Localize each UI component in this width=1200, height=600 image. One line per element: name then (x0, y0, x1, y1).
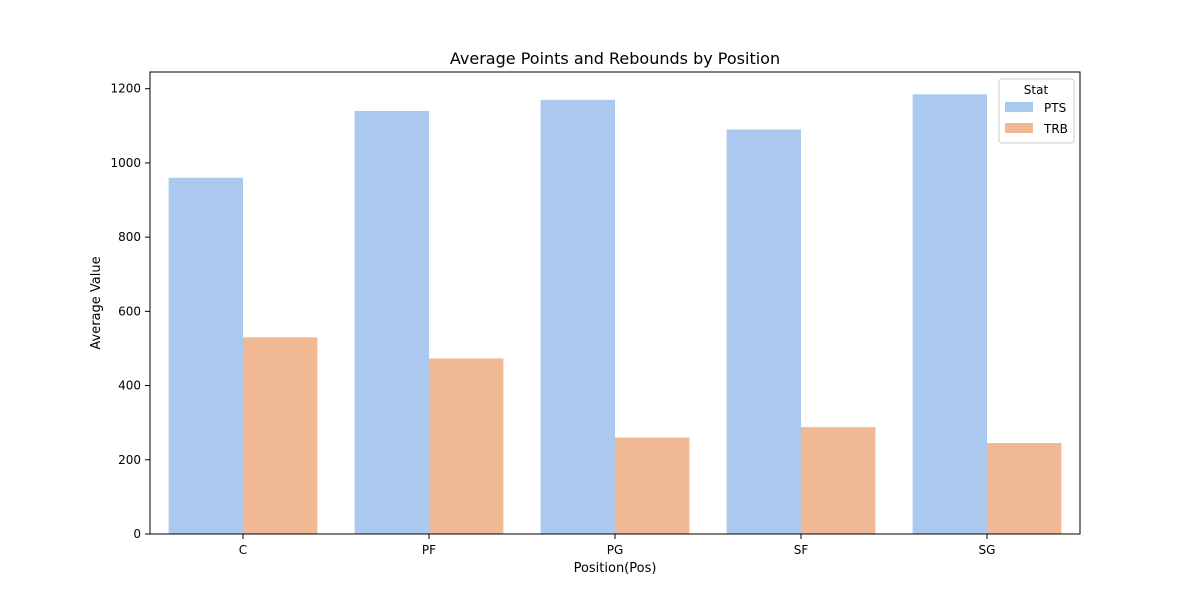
y-tick-label: 200 (118, 453, 141, 467)
chart-title: Average Points and Rebounds by Position (450, 49, 780, 68)
legend-swatch-trb (1005, 123, 1033, 133)
bar-pts-pf (354, 110, 429, 534)
legend-label-trb: TRB (1043, 122, 1068, 136)
bar-pts-sg (912, 94, 987, 534)
x-tick-label: PF (422, 543, 436, 557)
bar-trb-pf (429, 358, 504, 534)
x-axis-label: Position(Pos) (574, 561, 657, 576)
bar-pts-sf (726, 129, 801, 534)
x-tick-label: C (239, 543, 247, 557)
y-tick-label: 0 (133, 527, 141, 541)
y-tick-label: 400 (118, 379, 141, 393)
bar-pts-pg (540, 99, 615, 534)
x-axis: C PF PG SF SG (239, 534, 996, 557)
legend-label-pts: PTS (1044, 101, 1066, 115)
bars-group (168, 94, 1062, 534)
y-axis-label: Average Value (89, 256, 104, 349)
bar-pts-c (168, 177, 243, 534)
legend-title: Stat (1024, 83, 1049, 97)
y-tick-label: 600 (118, 304, 141, 318)
bar-trb-sg (987, 443, 1062, 534)
legend-swatch-pts (1005, 102, 1033, 112)
legend: Stat PTS TRB (998, 78, 1075, 144)
x-tick-label: SF (794, 543, 809, 557)
y-tick-label: 1000 (110, 156, 141, 170)
x-tick-label: SG (979, 543, 996, 557)
x-tick-label: PG (607, 543, 624, 557)
bar-trb-sf (801, 427, 876, 534)
y-tick-label: 1200 (110, 82, 141, 96)
bar-trb-pg (615, 437, 690, 534)
bar-trb-c (243, 337, 318, 534)
y-tick-label: 800 (118, 230, 141, 244)
y-axis: 0 200 400 600 800 1000 1200 (110, 82, 150, 541)
